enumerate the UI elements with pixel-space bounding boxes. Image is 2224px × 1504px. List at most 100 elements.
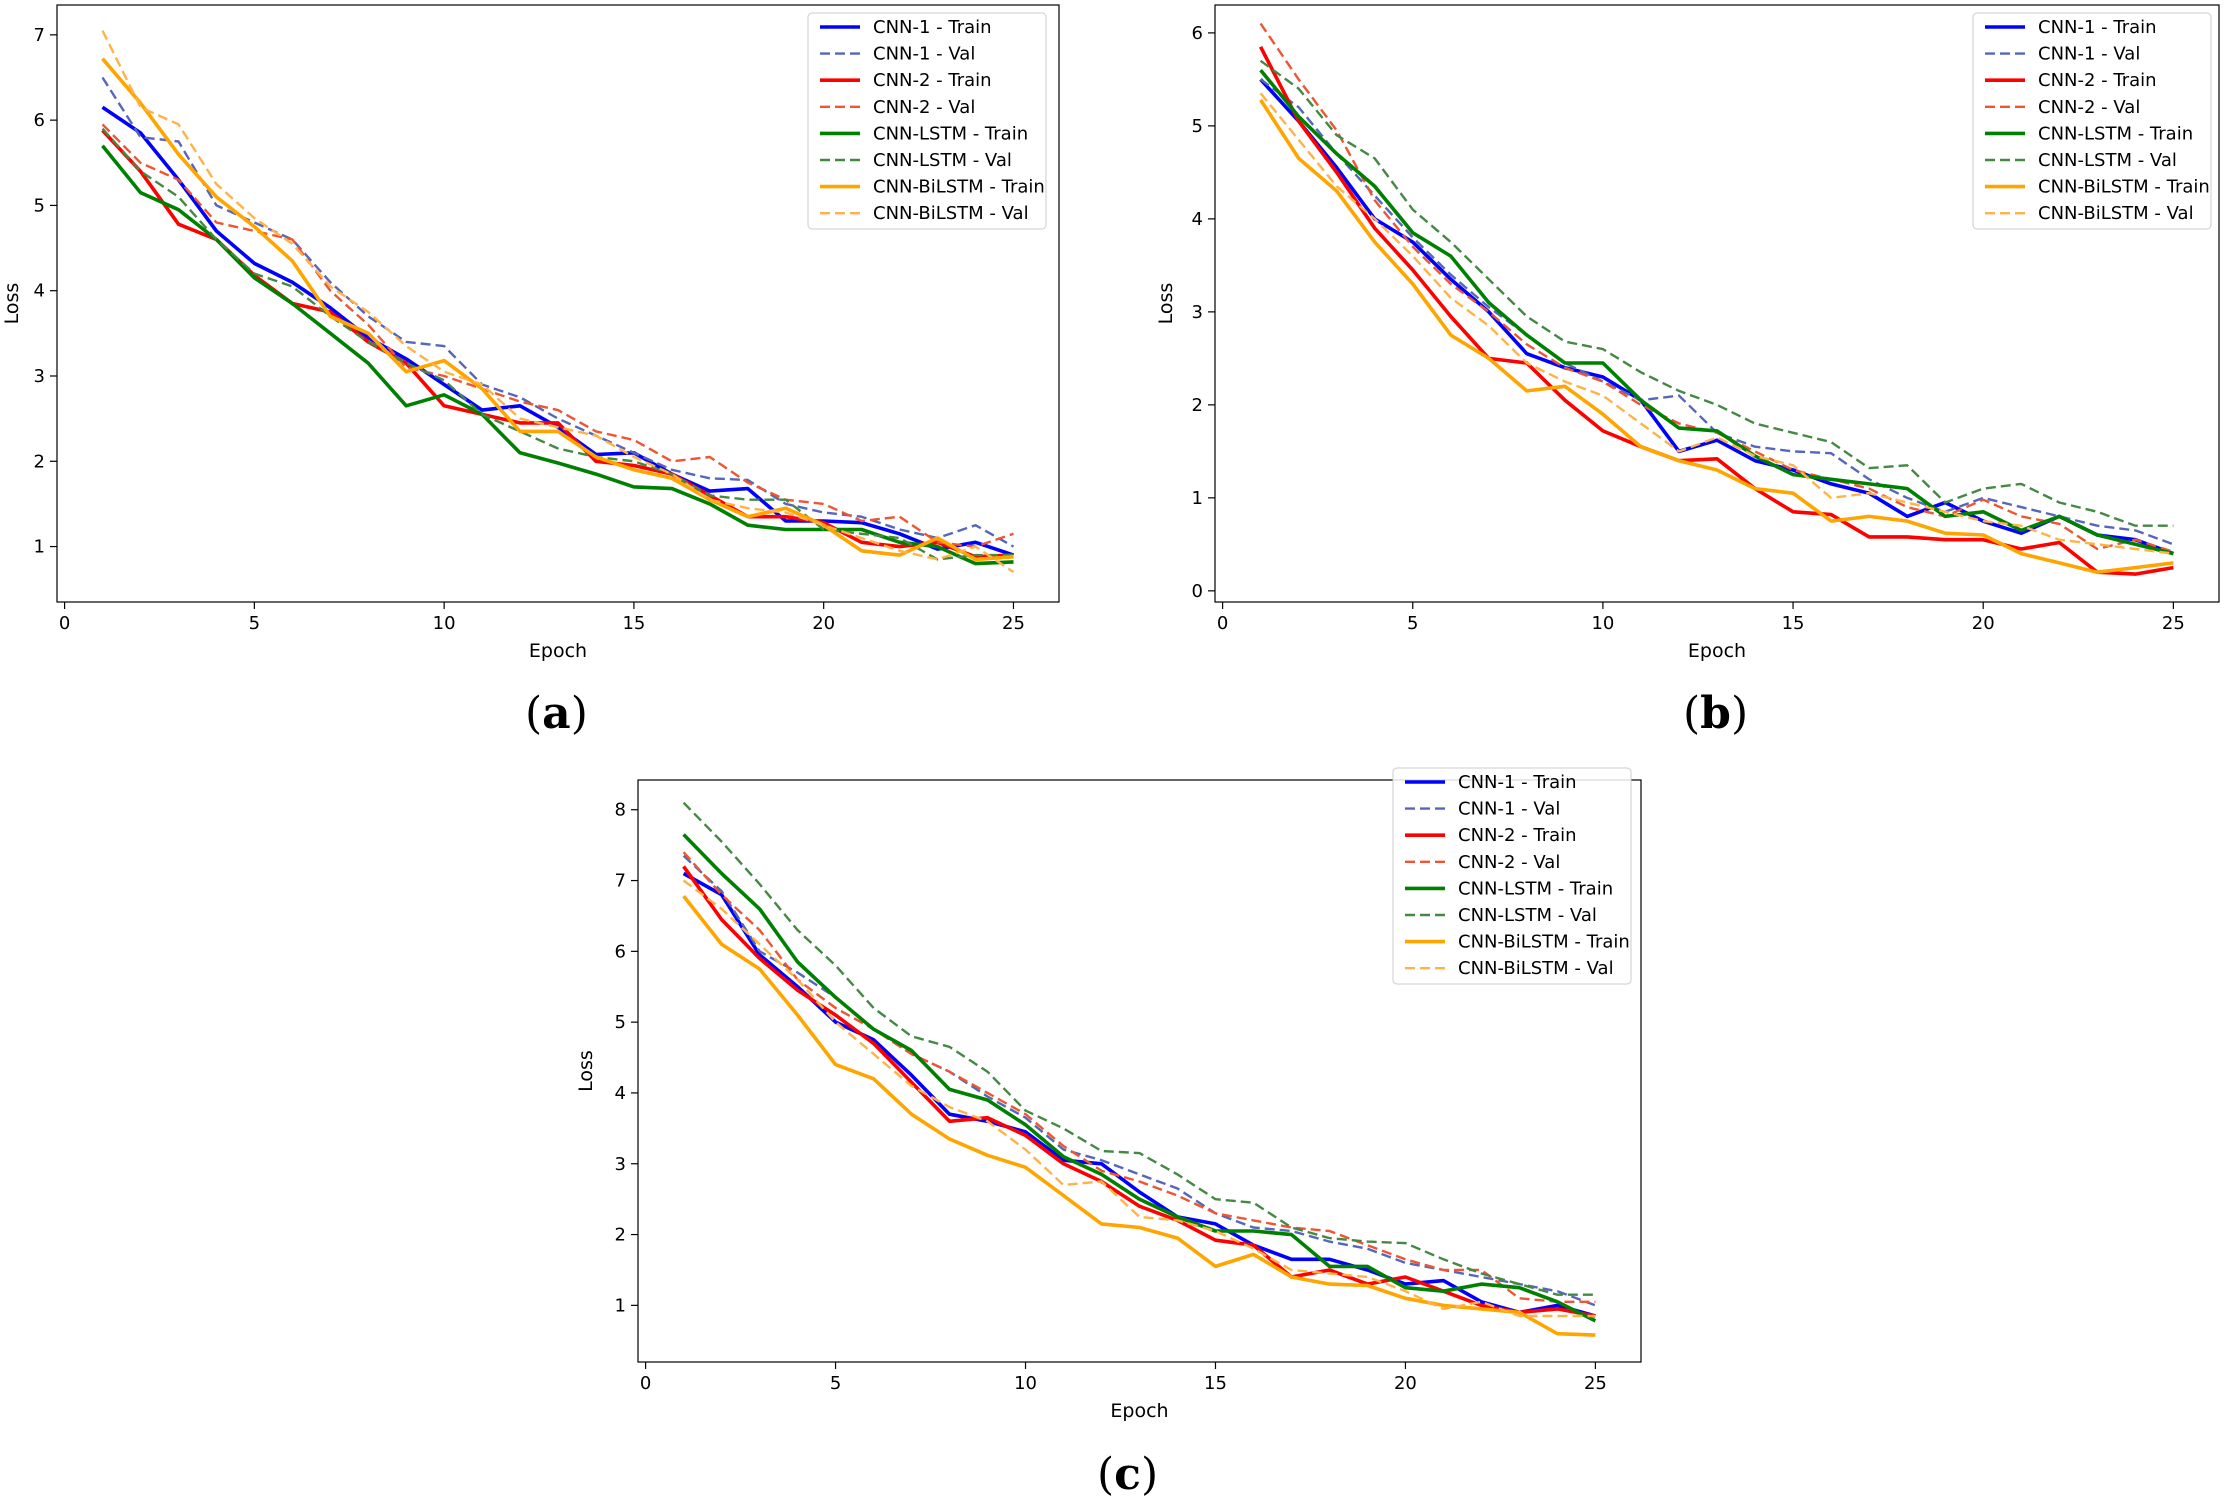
y-axis-label: Loss (1155, 283, 1177, 325)
y-tick-label: 5 (1192, 116, 1203, 137)
loss-chart-c: 0 5 10 15 20 25 1 2 3 4 5 6 7 8 Epoch Loss CNN-1 - Train… (575, 767, 1642, 1422)
y-tick-label: 3 (1192, 302, 1203, 323)
y-tick-label: 1 (34, 537, 45, 558)
legend-label: CNN-1 - Train (873, 17, 992, 38)
x-tick-label: 25 (1002, 613, 1025, 634)
legend-label: CNN-2 - Val (2038, 97, 2140, 118)
y-axis-label: Loss (1, 283, 23, 325)
panel-label-a: (a) (525, 688, 588, 739)
series-line-cnn-bilstm-train (682, 894, 1596, 1337)
series-line-cnn-2-train (1258, 45, 2174, 576)
x-tick-label: 20 (1972, 613, 1995, 634)
legend-label: CNN-LSTM - Val (2038, 150, 2177, 171)
x-tick-label: 20 (1394, 1373, 1417, 1394)
x-tick-label: 0 (1217, 613, 1228, 634)
legend-label: CNN-BiLSTM - Val (2038, 203, 2194, 224)
legend-label: CNN-2 - Val (1458, 852, 1560, 873)
y-tick-label: 3 (615, 1154, 626, 1175)
legend: CNN-1 - Train CNN-1 - Val CNN-2 - Train CNN… (1972, 12, 2212, 230)
axes-frame (1214, 4, 2220, 603)
legend-label: CNN-LSTM - Val (1458, 905, 1597, 926)
legend-label: CNN-1 - Val (873, 44, 975, 65)
y-tick-label: 7 (34, 25, 45, 46)
x-tick-label: 5 (830, 1373, 841, 1394)
series-line-cnn-bilstm-val (101, 30, 1015, 574)
legend-label: CNN-BiLSTM - Val (873, 203, 1029, 224)
legend-label: CNN-LSTM - Train (1458, 878, 1613, 899)
legend-frame (807, 12, 1047, 230)
series-line-cnn-bilstm-val (682, 879, 1596, 1318)
series-line-cnn-1-val (101, 76, 1015, 548)
y-tick-label: 1 (615, 1295, 626, 1316)
x-tick-label: 15 (1204, 1373, 1227, 1394)
y-tick-label: 4 (615, 1083, 626, 1104)
legend-label: CNN-2 - Train (2038, 70, 2157, 91)
series-line-cnn-lstm-train (101, 144, 1014, 566)
y-axis-label: Loss (575, 1050, 597, 1092)
panel-label-b: (b) (1683, 688, 1749, 739)
y-tick-label: 6 (34, 110, 45, 131)
legend: CNN-1 - Train CNN-1 - Val CNN-2 - Train CNN… (1392, 767, 1632, 985)
legend-label: CNN-2 - Val (873, 97, 975, 118)
axes-frame (56, 4, 1060, 603)
series-line-cnn-1-train (1259, 78, 2175, 556)
x-tick-label: 5 (1407, 613, 1418, 634)
series-line-cnn-2-val (682, 851, 1596, 1303)
y-tick-label: 4 (34, 281, 45, 302)
y-tick-label: 5 (615, 1012, 626, 1033)
x-axis-label: Epoch (1110, 1400, 1168, 1422)
x-tick-label: 0 (59, 613, 70, 634)
x-tick-label: 5 (249, 613, 260, 634)
y-tick-label: 0 (1192, 581, 1203, 602)
x-tick-label: 15 (622, 613, 645, 634)
y-tick-label: 6 (1192, 23, 1203, 44)
legend-frame (1392, 767, 1632, 985)
legend-frame (1972, 12, 2212, 230)
x-tick-label: 0 (640, 1373, 651, 1394)
y-tick-label: 2 (1192, 395, 1203, 416)
legend-label: CNN-2 - Train (1458, 825, 1577, 846)
legend-label: CNN-BiLSTM - Train (873, 177, 1045, 198)
y-tick-label: 1 (1192, 488, 1203, 509)
x-tick-label: 10 (1591, 613, 1614, 634)
series-line-cnn-lstm-train (1259, 68, 2174, 556)
y-tick-label: 4 (1192, 209, 1203, 230)
panel-label-c: (c) (1097, 1449, 1159, 1500)
series-line-cnn-1-train (682, 871, 1596, 1318)
series-line-cnn-lstm-val (682, 801, 1596, 1296)
axes-frame (637, 779, 1642, 1363)
legend-label: CNN-BiLSTM - Val (1458, 958, 1614, 979)
y-tick-label: 2 (615, 1225, 626, 1246)
x-tick-label: 20 (812, 613, 835, 634)
x-tick-label: 25 (1584, 1373, 1607, 1394)
legend-label: CNN-LSTM - Val (873, 150, 1012, 171)
legend-label: CNN-LSTM - Train (873, 123, 1028, 144)
x-tick-label: 15 (1782, 613, 1805, 634)
legend-label: CNN-1 - Val (2038, 44, 2140, 65)
legend-label: CNN-2 - Train (873, 70, 992, 91)
y-tick-label: 5 (34, 195, 45, 216)
legend-label: CNN-BiLSTM - Train (1458, 932, 1630, 953)
series-line-cnn-lstm-train (682, 833, 1597, 1323)
y-tick-label: 7 (615, 871, 626, 892)
series-line-cnn-lstm-val (101, 127, 1014, 561)
series-line-cnn-2-val (101, 123, 1014, 548)
y-tick-label: 3 (34, 366, 45, 387)
legend: CNN-1 - Train CNN-1 - Val CNN-2 - Train CNN… (807, 12, 1047, 230)
y-tick-label: 8 (615, 800, 626, 821)
legend-label: CNN-BiLSTM - Train (2038, 177, 2210, 198)
legend-label: CNN-1 - Train (1458, 772, 1577, 793)
x-axis-label: Epoch (529, 640, 587, 662)
series-line-cnn-lstm-val (1259, 59, 2174, 527)
x-tick-label: 10 (433, 613, 456, 634)
legend-label: CNN-1 - Train (2038, 17, 2157, 38)
y-tick-label: 6 (615, 941, 626, 962)
x-tick-label: 10 (1014, 1373, 1037, 1394)
x-axis-label: Epoch (1688, 640, 1746, 662)
legend-label: CNN-LSTM - Train (2038, 123, 2193, 144)
y-tick-label: 2 (34, 451, 45, 472)
x-tick-label: 25 (2162, 613, 2185, 634)
series-line-cnn-bilstm-train (101, 57, 1014, 562)
